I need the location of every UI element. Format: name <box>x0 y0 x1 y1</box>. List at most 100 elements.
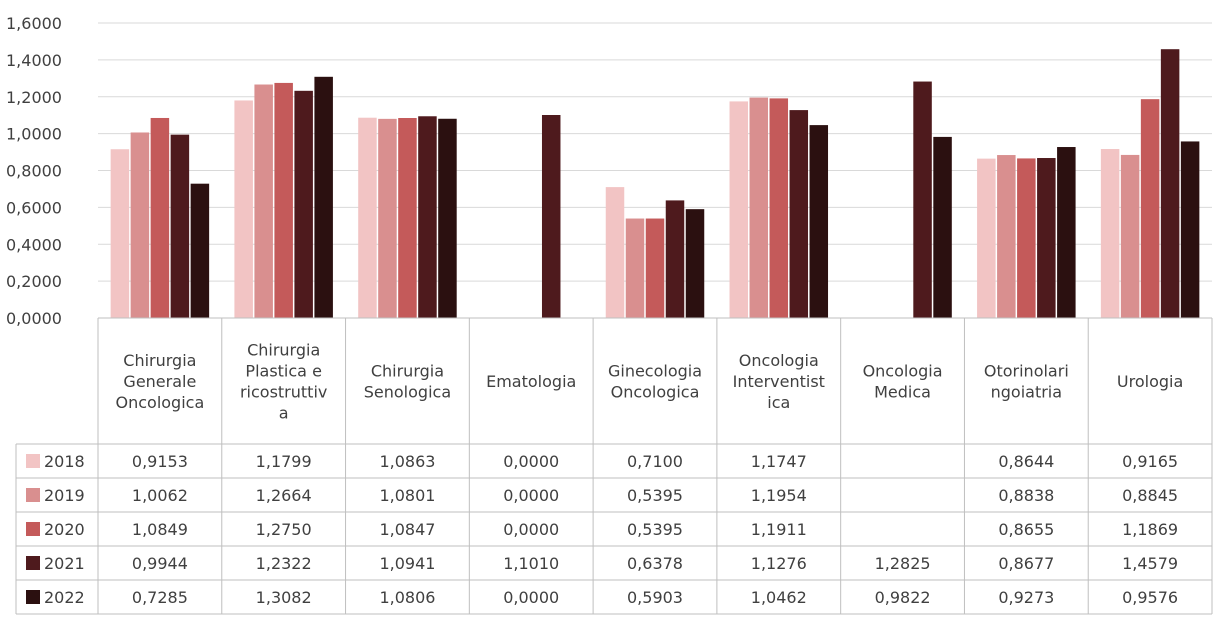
category-label: Ginecologia Oncologica <box>608 362 702 402</box>
table-cell-2021-1: 0,9944 <box>132 554 188 573</box>
bar-2021-5 <box>665 200 685 318</box>
category-label: Urologia <box>1117 372 1183 391</box>
y-tick-label: 0,0000 <box>6 309 62 328</box>
table-cell-2018-1: 0,9153 <box>132 452 188 471</box>
table-cell-2018-2: 1,1799 <box>256 452 312 471</box>
category-label: Oncologia Interventist ica <box>733 351 825 412</box>
bar-2018-5 <box>605 187 625 318</box>
table-cell-2018-5: 0,7100 <box>627 452 683 471</box>
table-cell-2022-8: 0,9273 <box>998 588 1054 607</box>
bar-2019-3 <box>378 118 397 318</box>
bar-2018-1 <box>110 149 130 318</box>
table-cell-2019-5: 0,5395 <box>627 486 683 505</box>
table-cell-2019-6: 1,1954 <box>751 486 807 505</box>
category-label: Otorinolari ngoiatria <box>984 362 1069 402</box>
bar-2018-6 <box>729 101 749 318</box>
bar-2018-9 <box>1100 149 1120 318</box>
table-cell-2022-6: 1,0462 <box>751 588 807 607</box>
legend-swatch-2018 <box>26 454 40 468</box>
bar-2019-2 <box>254 84 273 318</box>
table-cell-2018-8: 0,8644 <box>998 452 1054 471</box>
y-tick-label: 0,4000 <box>6 235 62 254</box>
table-cell-2020-2: 1,2750 <box>256 520 312 539</box>
bar-2022-8 <box>1057 147 1076 318</box>
table-cell-2021-2: 1,2322 <box>256 554 312 573</box>
table-cell-2020-6: 1,1911 <box>751 520 807 539</box>
bar-2020-6 <box>769 98 789 319</box>
bars <box>110 49 1200 319</box>
table-cell-2018-4: 0,0000 <box>503 452 559 471</box>
y-tick-label: 1,0000 <box>6 125 62 144</box>
y-tick-label: 1,4000 <box>6 51 62 70</box>
y-tick-label: 1,6000 <box>6 14 62 33</box>
table-cell-2021-8: 0,8677 <box>998 554 1054 573</box>
table-cell-2022-4: 0,0000 <box>503 588 559 607</box>
bar-2020-2 <box>274 82 293 318</box>
legend-swatch-2022 <box>26 590 40 604</box>
table-cell-2022-5: 0,5903 <box>627 588 683 607</box>
table-cell-2022-2: 1,3082 <box>256 588 312 607</box>
bar-2019-6 <box>749 97 769 319</box>
bar-2018-2 <box>234 100 253 319</box>
bar-2018-3 <box>358 117 377 318</box>
bar-2022-3 <box>438 118 457 318</box>
legend-label-2018: 2018 <box>44 452 85 471</box>
table-cell-2021-4: 1,1010 <box>503 554 559 573</box>
category-label: Ematologia <box>486 372 576 391</box>
table-cell-2019-3: 1,0801 <box>379 486 435 505</box>
bar-2022-6 <box>809 125 829 318</box>
table-cell-2018-9: 0,9165 <box>1122 452 1178 471</box>
legend-label-2019: 2019 <box>44 486 85 505</box>
table-cell-2020-5: 0,5395 <box>627 520 683 539</box>
bar-2020-8 <box>1017 158 1036 318</box>
bar-2020-3 <box>398 118 417 318</box>
table-cell-2022-3: 1,0806 <box>379 588 435 607</box>
bar-2021-9 <box>1160 49 1180 319</box>
y-axis-ticks: 0,0000 0,2000 0,4000 0,6000 0,8000 1,0000 1,20… <box>6 14 62 328</box>
table-cell-2021-5: 0,6378 <box>627 554 683 573</box>
table-cell-2018-6: 1,1747 <box>751 452 807 471</box>
bar-2020-5 <box>645 218 665 318</box>
table-cell-2022-1: 0,7285 <box>132 588 188 607</box>
category-label: Chirurgia Generale Oncologica <box>116 351 205 412</box>
table-cell-2020-3: 1,0847 <box>379 520 435 539</box>
bar-2022-9 <box>1180 141 1200 318</box>
bar-2021-1 <box>170 134 190 318</box>
table-cell-2019-1: 1,0062 <box>132 486 188 505</box>
bar-2022-7 <box>933 136 952 318</box>
bar-2019-5 <box>625 218 645 318</box>
bar-2022-1 <box>190 183 210 318</box>
legend-swatch-2019 <box>26 488 40 502</box>
legend-swatch-2021 <box>26 556 40 570</box>
table-cell-2021-3: 1,0941 <box>379 554 435 573</box>
data-table: Chirurgia Generale Oncologica Chirurgia Plas… <box>15 317 1213 615</box>
legend-label-2021: 2021 <box>44 554 85 573</box>
bar-2018-8 <box>977 158 996 318</box>
bar-2020-1 <box>150 117 170 319</box>
bar-2021-7 <box>913 81 932 318</box>
table-cell-2022-7: 0,9822 <box>875 588 931 607</box>
y-tick-label: 1,2000 <box>6 88 62 107</box>
table-cell-2021-9: 1,4579 <box>1122 554 1178 573</box>
table-cell-2020-4: 0,0000 <box>503 520 559 539</box>
table-cell-2019-2: 1,2664 <box>256 486 312 505</box>
table-cell-2018-3: 1,0863 <box>379 452 435 471</box>
legend-label-2022: 2022 <box>44 588 85 607</box>
category-label: Chirurgia Plastica e ricostruttiv a <box>240 341 327 423</box>
category-label: Oncologia Medica <box>863 362 943 402</box>
bar-2019-8 <box>997 155 1016 318</box>
table-cell-2019-4: 0,0000 <box>503 486 559 505</box>
bar-2021-2 <box>294 90 313 318</box>
table-cell-2020-1: 1,0849 <box>132 520 188 539</box>
bar-2022-2 <box>314 76 333 318</box>
table-cell-2019-8: 0,8838 <box>998 486 1054 505</box>
bar-2021-3 <box>418 116 437 318</box>
table-cell-2022-9: 0,9576 <box>1122 588 1178 607</box>
table-cell-2021-6: 1,1276 <box>751 554 807 573</box>
y-tick-label: 0,6000 <box>6 198 62 217</box>
table-cell-2019-9: 0,8845 <box>1122 486 1178 505</box>
table-cell-2021-7: 1,2825 <box>875 554 931 573</box>
bar-2021-4 <box>541 115 561 318</box>
bar-2021-6 <box>789 110 809 318</box>
